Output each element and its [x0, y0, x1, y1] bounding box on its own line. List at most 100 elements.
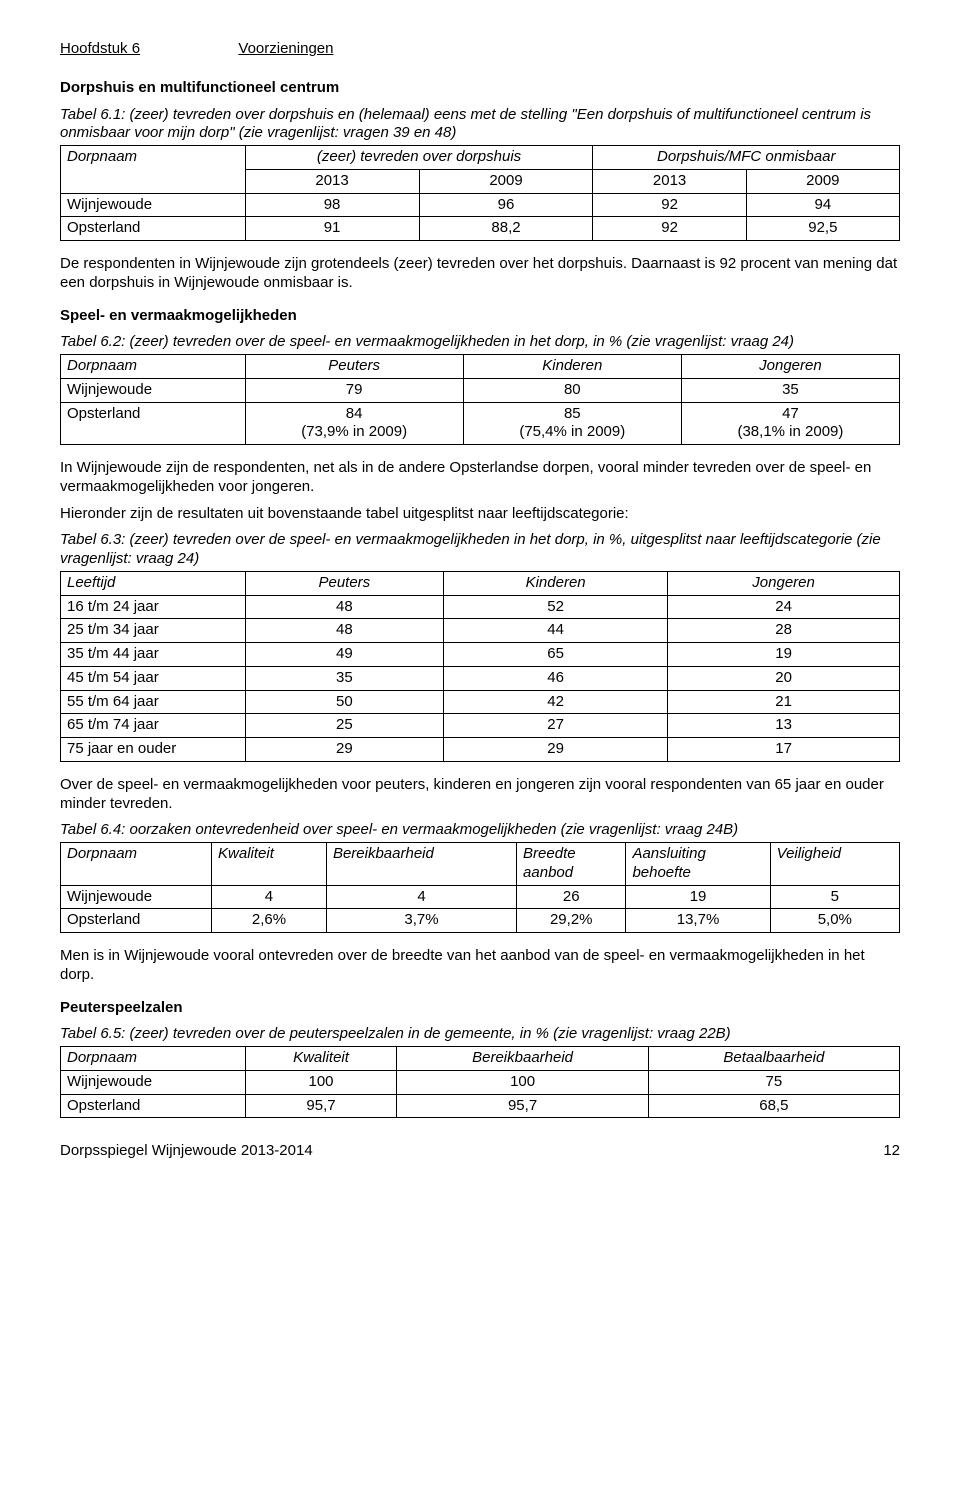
- cell: 88,2: [419, 217, 593, 241]
- cell: 35 t/m 44 jaar: [61, 643, 246, 667]
- table-6-5-caption: Tabel 6.5: (zeer) tevreden over de peute…: [60, 1025, 900, 1044]
- table-row: Wijnjewoude 100 100 75: [61, 1070, 900, 1094]
- cell: 95,7: [397, 1094, 648, 1118]
- table-row: Opsterland 84 (73,9% in 2009) 85 (75,4% …: [61, 402, 900, 445]
- cell: 20: [668, 666, 900, 690]
- cell: 26: [517, 885, 626, 909]
- th: Dorpnaam: [61, 355, 246, 379]
- cell: 35: [681, 378, 899, 402]
- cell: Wijnjewoude: [61, 885, 212, 909]
- cell: Wijnjewoude: [61, 378, 246, 402]
- cell: 55 t/m 64 jaar: [61, 690, 246, 714]
- cell: 47 (38,1% in 2009): [681, 402, 899, 445]
- cell: 35: [245, 666, 444, 690]
- cell: 85 (75,4% in 2009): [463, 402, 681, 445]
- chapter-title: Voorzieningen: [238, 40, 333, 59]
- cell: 2,6%: [212, 909, 327, 933]
- table-row: 35 t/m 44 jaar496519: [61, 643, 900, 667]
- th: Bereikbaarheid: [397, 1047, 648, 1071]
- sub: (75,4% in 2009): [519, 423, 625, 440]
- table-row: 55 t/m 64 jaar504221: [61, 690, 900, 714]
- cell: 13,7%: [626, 909, 770, 933]
- cell: 79: [245, 378, 463, 402]
- th: Jongeren: [681, 355, 899, 379]
- cell: Opsterland: [61, 909, 212, 933]
- paragraph: In Wijnjewoude zijn de respondenten, net…: [60, 459, 900, 497]
- cell: 100: [397, 1070, 648, 1094]
- th-onmisbaar: Dorpshuis/MFC onmisbaar: [593, 146, 900, 170]
- cell: 13: [668, 714, 900, 738]
- section-title-speel: Speel- en vermaakmogelijkheden: [60, 307, 900, 326]
- paragraph: De respondenten in Wijnjewoude zijn grot…: [60, 255, 900, 293]
- table-6-2: Dorpnaam Peuters Kinderen Jongeren Wijnj…: [60, 354, 900, 445]
- table-row: 25 t/m 34 jaar484428: [61, 619, 900, 643]
- cell: 94: [746, 193, 899, 217]
- table-6-4-caption: Tabel 6.4: oorzaken ontevredenheid over …: [60, 821, 900, 840]
- cell: Wijnjewoude: [61, 193, 246, 217]
- cell: 50: [245, 690, 444, 714]
- table-row: 16 t/m 24 jaar485224: [61, 595, 900, 619]
- table-row: Wijnjewoude 79 80 35: [61, 378, 900, 402]
- table-row: 45 t/m 54 jaar354620: [61, 666, 900, 690]
- th-tevreden: (zeer) tevreden over dorpshuis: [245, 146, 593, 170]
- th: Peuters: [245, 571, 444, 595]
- th-line: aanbod: [523, 864, 573, 881]
- cell: 91: [245, 217, 419, 241]
- table-6-4: Dorpnaam Kwaliteit Bereikbaarheid Breedt…: [60, 842, 900, 933]
- cell: 29: [444, 738, 668, 762]
- cell: 25: [245, 714, 444, 738]
- page-footer: Dorpsspiegel Wijnjewoude 2013-2014 12: [60, 1142, 900, 1161]
- th-line: behoefte: [632, 864, 690, 881]
- cell: 100: [245, 1070, 397, 1094]
- cell: 48: [245, 619, 444, 643]
- th: Dorpnaam: [61, 1047, 246, 1071]
- cell: 92: [593, 217, 746, 241]
- table-row: Opsterland 91 88,2 92 92,5: [61, 217, 900, 241]
- th: Veiligheid: [770, 843, 899, 886]
- cell: 75 jaar en ouder: [61, 738, 246, 762]
- cell: 42: [444, 690, 668, 714]
- sub: (73,9% in 2009): [301, 423, 407, 440]
- th: Breedte aanbod: [517, 843, 626, 886]
- table-6-1-caption: Tabel 6.1: (zeer) tevreden over dorpshui…: [60, 106, 900, 144]
- cell: 48: [245, 595, 444, 619]
- cell: 68,5: [648, 1094, 899, 1118]
- table-row: Wijnjewoude 4 4 26 19 5: [61, 885, 900, 909]
- th-year: 2013: [593, 169, 746, 193]
- th: Kwaliteit: [245, 1047, 397, 1071]
- th: Bereikbaarheid: [326, 843, 516, 886]
- cell: 5,0%: [770, 909, 899, 933]
- th-year: 2013: [245, 169, 419, 193]
- th-dorpnaam: Dorpnaam: [61, 146, 246, 194]
- table-6-3-caption: Tabel 6.3: (zeer) tevreden over de speel…: [60, 531, 900, 569]
- table-6-1: Dorpnaam (zeer) tevreden over dorpshuis …: [60, 145, 900, 241]
- cell: 5: [770, 885, 899, 909]
- cell: 96: [419, 193, 593, 217]
- cell: 49: [245, 643, 444, 667]
- th: Peuters: [245, 355, 463, 379]
- cell: 80: [463, 378, 681, 402]
- cell: 28: [668, 619, 900, 643]
- th: Aansluiting behoefte: [626, 843, 770, 886]
- sub: (38,1% in 2009): [737, 423, 843, 440]
- th: Betaalbaarheid: [648, 1047, 899, 1071]
- chapter-heading: Hoofdstuk 6 Voorzieningen: [60, 40, 900, 59]
- cell: Wijnjewoude: [61, 1070, 246, 1094]
- th: Kwaliteit: [212, 843, 327, 886]
- cell: 29,2%: [517, 909, 626, 933]
- section-title-dorpshuis: Dorpshuis en multifunctioneel centrum: [60, 79, 900, 98]
- cell: 17: [668, 738, 900, 762]
- cell: 92: [593, 193, 746, 217]
- footer-left: Dorpsspiegel Wijnjewoude 2013-2014: [60, 1142, 313, 1161]
- cell: 65 t/m 74 jaar: [61, 714, 246, 738]
- cell: 44: [444, 619, 668, 643]
- table-row: Opsterland 95,7 95,7 68,5: [61, 1094, 900, 1118]
- cell: 3,7%: [326, 909, 516, 933]
- cell: Opsterland: [61, 1094, 246, 1118]
- paragraph: Over de speel- en vermaakmogelijkheden v…: [60, 776, 900, 814]
- table-row: Opsterland 2,6% 3,7% 29,2% 13,7% 5,0%: [61, 909, 900, 933]
- cell: Opsterland: [61, 217, 246, 241]
- footer-page-number: 12: [883, 1142, 900, 1161]
- cell: 21: [668, 690, 900, 714]
- cell: 19: [626, 885, 770, 909]
